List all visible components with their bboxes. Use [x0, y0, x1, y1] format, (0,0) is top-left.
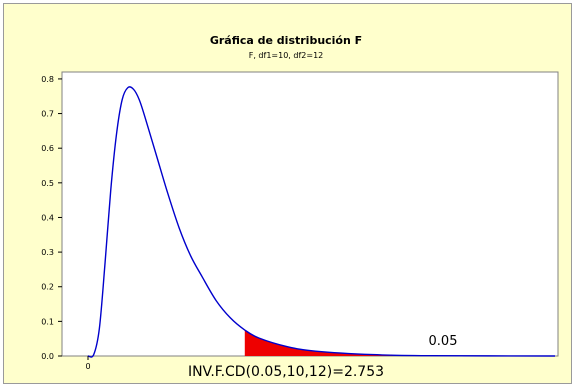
y-tick-label: 0.5	[41, 179, 54, 188]
plot-area	[61, 71, 559, 357]
tail-area	[244, 330, 556, 356]
x-axis: 0	[85, 356, 91, 371]
y-tick-label: 0.1	[41, 317, 54, 326]
density-curve	[87, 86, 556, 358]
curve-layer	[87, 86, 556, 358]
y-tick-label: 0.3	[41, 248, 54, 257]
y-tick-label: 0.7	[41, 110, 54, 119]
chart-title: Gráfica de distribución F	[210, 34, 362, 47]
y-tick-label: 0.8	[41, 75, 54, 84]
chart-subtitle: F, df1=10, df2=12	[249, 51, 324, 60]
chart: Gráfica de distribución F F, df1=10, df2…	[41, 34, 559, 380]
y-tick-label: 0.4	[41, 213, 54, 222]
y-tick-label: 0.0	[41, 352, 54, 361]
x-tick-label: 0	[85, 362, 90, 371]
tail-probability-label: 0.05	[429, 334, 458, 349]
y-axis: 0.0 0.1 0.2 0.3 0.4 0.5 0.6 0.7 0.8	[41, 75, 62, 361]
y-tick-label: 0.6	[41, 144, 54, 153]
y-tick-label: 0.2	[41, 283, 54, 292]
chart-frame: Gráfica de distribución F F, df1=10, df2…	[3, 3, 572, 384]
critical-value-label: INV.F.CD(0.05,10,12)=2.753	[188, 364, 384, 380]
shaded-region	[244, 330, 556, 356]
